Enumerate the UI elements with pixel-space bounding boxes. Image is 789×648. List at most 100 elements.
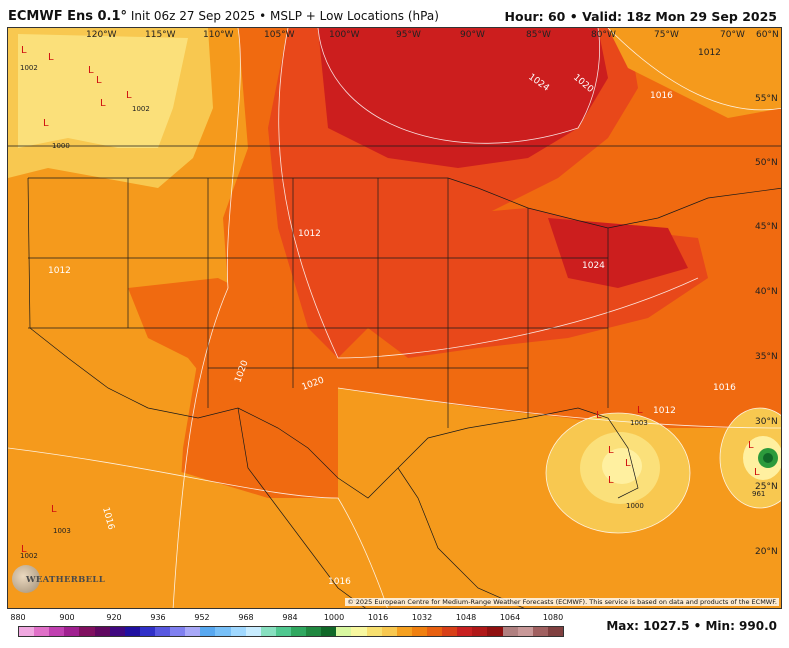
colorbar-tick-label: 900: [59, 613, 75, 622]
colorbar-tick-label: 1080: [542, 613, 564, 622]
lon-label: 75°W: [654, 30, 679, 40]
low-markers: L 1002 L L L L L 1002 L 1000 L 1003 L 10…: [20, 45, 765, 560]
logo-text: WEATHERBELL: [26, 575, 105, 585]
tropical-low-core: [602, 448, 642, 484]
colorbar-tick-label: 880: [10, 613, 26, 622]
low-marker: L: [43, 118, 49, 129]
colorbar-swatch: [49, 627, 65, 636]
isobar-label: 1024: [582, 261, 605, 271]
lon-label: 90°W: [460, 30, 485, 40]
colorbar-swatch: [517, 627, 533, 636]
low-marker: L: [51, 504, 57, 515]
lat-label: 45°N: [755, 222, 778, 232]
low-value: 1002: [20, 552, 38, 560]
isobar-label: 1012: [698, 48, 721, 58]
colorbar-tick-label: 1000: [323, 613, 345, 622]
lat-label: 20°N: [755, 547, 778, 557]
colorbar-swatch: [366, 627, 382, 636]
max-min-readout: Max: 1027.5 • Min: 990.0: [606, 619, 777, 633]
low-marker: L: [48, 52, 54, 63]
colorbar-swatch: [502, 627, 518, 636]
isobar-label: 1016: [650, 91, 673, 101]
low-value: 1003: [630, 419, 648, 427]
colorbar-swatch: [275, 627, 291, 636]
pressure-field-southwest: [128, 278, 318, 418]
lat-label: 40°N: [755, 287, 778, 297]
high-pressure-core-north: [318, 28, 608, 168]
title-right: Hour: 60 • Valid: 18z Mon 29 Sep 2025: [505, 9, 777, 24]
colorbar-swatch: [547, 627, 563, 636]
colorbar-tick-label: 1064: [499, 613, 521, 622]
low-marker: L: [754, 467, 760, 478]
lat-label: 30°N: [755, 417, 778, 427]
colorbar-swatch: [426, 627, 443, 636]
colorbar-tick-label: 952: [194, 613, 210, 622]
low-marker: L: [608, 445, 614, 456]
pressure-field-northwest-core: [18, 34, 188, 148]
low-marker: L: [88, 65, 94, 76]
lat-label: 55°N: [755, 94, 778, 104]
colorbar-tick-label: 1016: [367, 613, 389, 622]
colorbar-swatch: [94, 627, 110, 636]
lat-label: 50°N: [755, 158, 778, 168]
colorbar-tick-label: 1032: [411, 613, 433, 622]
colorbar-swatch: [442, 627, 458, 636]
pressure-field-pacific: [8, 448, 388, 608]
low-marker: L: [126, 90, 132, 101]
pressure-map: 120°W 115°W 110°W 105°W 100°W 95°W 90°W …: [7, 27, 782, 609]
low-marker: L: [637, 405, 643, 416]
isobar-label: 1012: [653, 406, 676, 416]
min-value: Min: 990.0: [705, 619, 777, 633]
colorbar-swatch: [139, 627, 155, 636]
pressure-field-atlantic-north: [608, 28, 781, 118]
max-value: Max: 1027.5: [606, 619, 690, 633]
valid-time: Valid: 18z Mon 29 Sep 2025: [582, 9, 777, 24]
separator-dot: •: [693, 619, 706, 633]
colorbar-swatch: [79, 627, 95, 636]
isobar-lines: [8, 28, 781, 608]
copyright-credit: © 2025 European Centre for Medium-Range …: [345, 598, 779, 606]
colorbar-tick-label: 984: [282, 613, 298, 622]
lon-label: 120°W: [86, 30, 117, 40]
weatherbell-logo: WEATHERBELL: [12, 565, 105, 593]
low-marker: L: [608, 475, 614, 486]
model-name: ECMWF Ens 0.1°: [8, 9, 128, 24]
low-value: 1002: [132, 105, 150, 113]
low-value: 1002: [20, 64, 38, 72]
colorbar-swatch: [170, 627, 186, 636]
low-marker: L: [625, 458, 631, 469]
product-name: MSLP + Low Locations (hPa): [270, 9, 439, 23]
separator-dot: •: [569, 9, 583, 24]
lon-label: 115°W: [145, 30, 176, 40]
lon-label: 80°W: [591, 30, 616, 40]
separator-dot: •: [259, 9, 271, 23]
colorbar-swatch: [336, 627, 352, 636]
lat-label: 35°N: [755, 352, 778, 362]
low-marker: L: [100, 98, 106, 109]
colorbar-swatch: [19, 627, 35, 636]
title-left: ECMWF Ens 0.1° Init 06z 27 Sep 2025 • MS…: [8, 9, 439, 24]
low-marker: L: [21, 45, 27, 56]
colorbar-swatch: [457, 627, 473, 636]
colorbar-swatch: [64, 627, 80, 636]
lon-label: 85°W: [526, 30, 551, 40]
colorbar-swatch: [200, 627, 216, 636]
colorbar-swatch: [290, 627, 307, 636]
low-value: 1000: [52, 142, 70, 150]
colorbar-swatch: [124, 627, 140, 636]
colorbar-swatch: [185, 627, 201, 636]
low-marker: L: [96, 75, 102, 86]
init-time: Init 06z 27 Sep 2025: [130, 9, 256, 23]
colorbar-swatch: [351, 627, 367, 636]
low-value: 1003: [53, 527, 71, 535]
low-marker: L: [596, 410, 602, 421]
colorbar-swatch: [306, 627, 322, 636]
globe-icon: [12, 565, 40, 593]
low-value: 1000: [626, 502, 644, 510]
colorbar-swatch: [381, 627, 397, 636]
lon-label: 110°W: [203, 30, 234, 40]
colorbar-swatch: [109, 627, 125, 636]
lon-label: 70°W: [720, 30, 745, 40]
colorbar-labels: 880 900 920 936 952 968 984 1000 1016 10…: [10, 613, 563, 624]
colorbar-swatch: [472, 627, 488, 636]
